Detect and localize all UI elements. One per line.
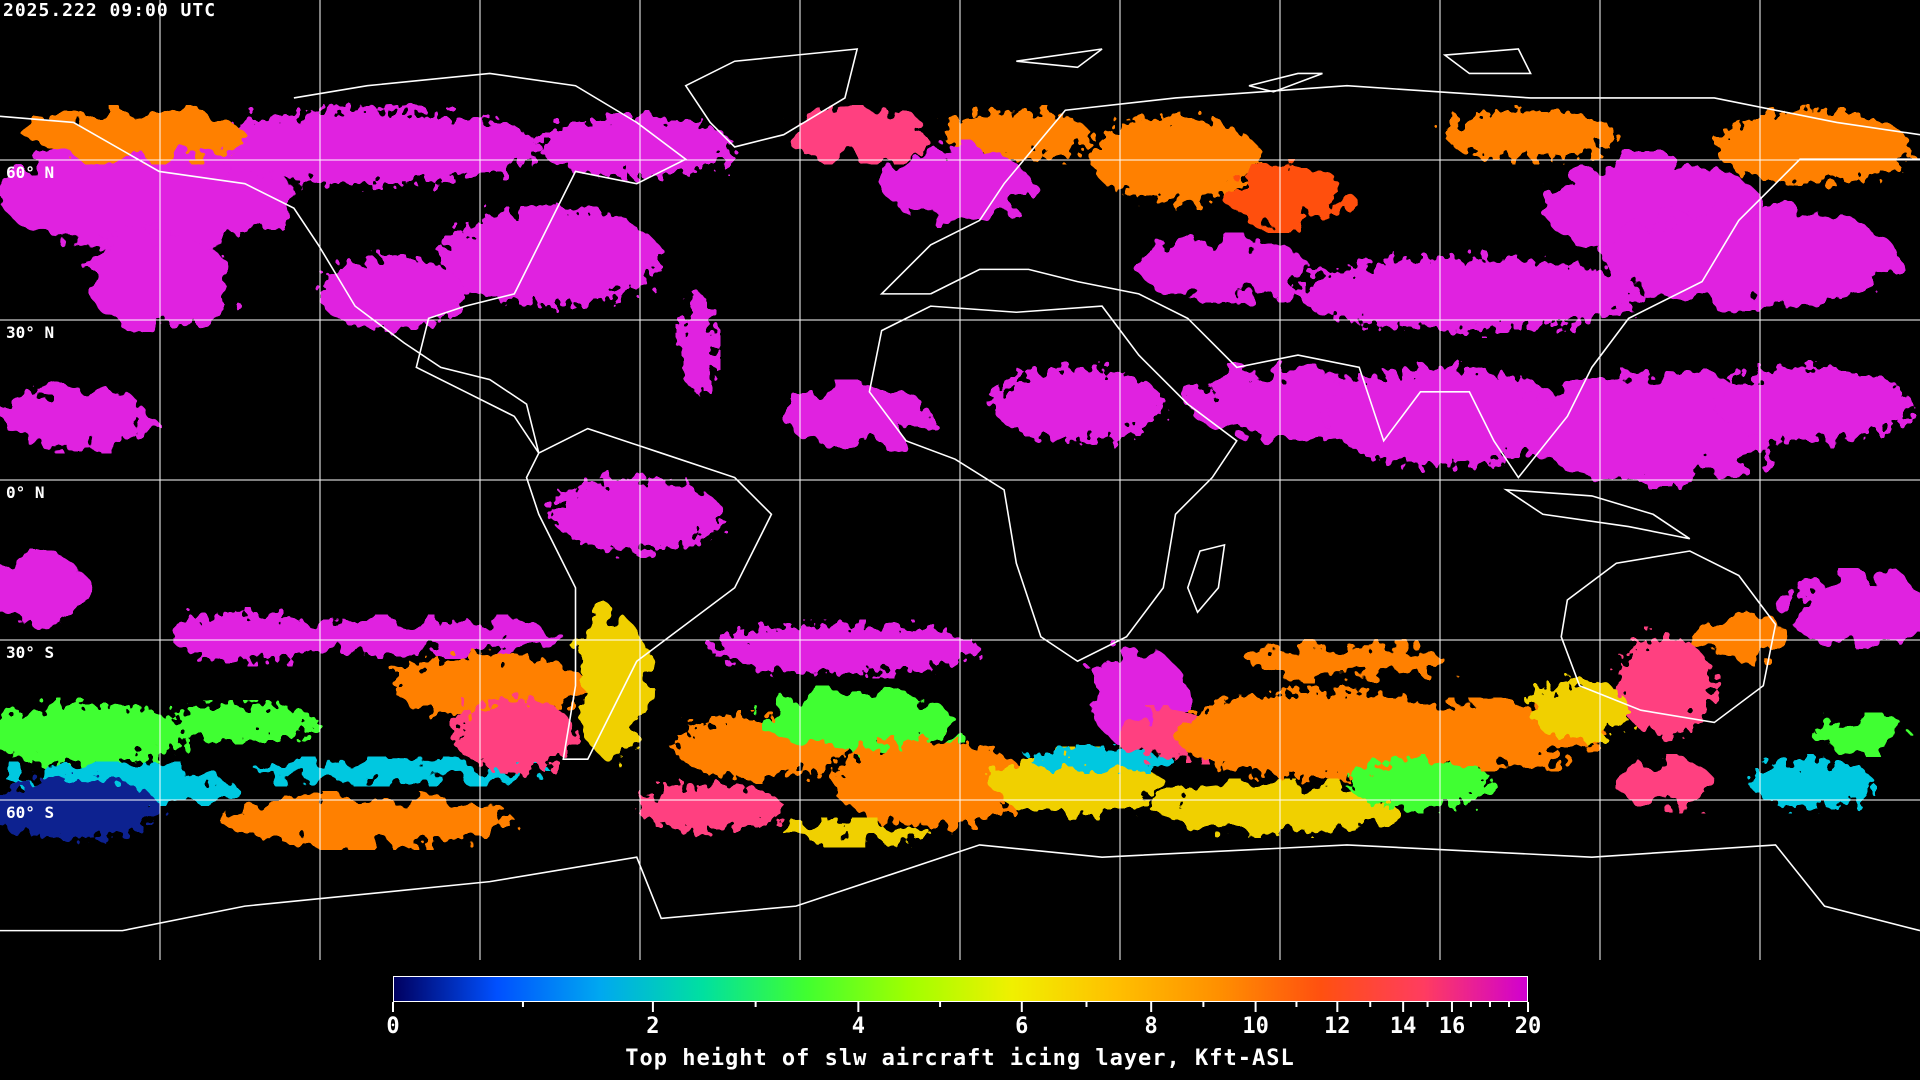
- icing-cloud-region: [171, 704, 319, 741]
- colorbar-tick-label: 0: [386, 1014, 400, 1039]
- lat-label-60n: 60° N: [6, 163, 55, 182]
- coastline: [0, 72, 773, 760]
- icing-layer: [0, 110, 1920, 845]
- icing-cloud-region: [1751, 759, 1874, 809]
- icing-cloud-region: [440, 208, 662, 307]
- icing-cloud-region: [171, 612, 319, 662]
- icing-cloud-region: [636, 783, 784, 833]
- icing-cloud-region: [220, 795, 515, 845]
- icing-cloud-region: [0, 704, 184, 766]
- icing-cloud-region: [759, 691, 956, 754]
- coastline: [1016, 48, 1532, 93]
- icing-cloud-region: [832, 740, 1029, 827]
- colorbar-tick-label: 20: [1514, 1014, 1542, 1039]
- icing-cloud-region: [24, 110, 245, 160]
- coastline: [0, 844, 1920, 932]
- icing-cloud-region: [1224, 165, 1347, 227]
- icing-cloud-region: [538, 116, 735, 178]
- colorbar: [393, 976, 1528, 1002]
- icing-cloud-region: [0, 777, 160, 839]
- colorbar-tick-label: 2: [646, 1014, 660, 1039]
- icing-cloud-region: [1616, 759, 1715, 809]
- colorbar-tick-label: 4: [851, 1014, 865, 1039]
- icing-cloud-region: [1248, 642, 1445, 680]
- icing-cloud-region: [1714, 367, 1911, 441]
- icing-cloud-region: [991, 367, 1164, 441]
- icing-cloud-region: [453, 697, 576, 772]
- icing-cloud-region: [679, 293, 717, 392]
- coastline: [684, 48, 859, 148]
- icing-cloud-region: [0, 551, 86, 625]
- coastline: [1186, 543, 1226, 614]
- icing-map: [0, 0, 1920, 960]
- icing-cloud-region: [1346, 759, 1494, 809]
- coastline: [868, 305, 1238, 663]
- icing-cloud-region: [1444, 110, 1617, 160]
- icing-cloud-region: [1689, 612, 1788, 662]
- icing-cloud-region: [1138, 238, 1311, 301]
- icing-cloud-region: [783, 385, 931, 447]
- colorbar-title: Top height of slw aircraft icing layer, …: [625, 1046, 1295, 1071]
- icing-cloud-region: [257, 759, 552, 784]
- icing-cloud-region: [783, 110, 931, 160]
- colorbar-tick-label: 14: [1389, 1014, 1417, 1039]
- colorbar-tick-label: 12: [1324, 1014, 1351, 1039]
- icing-cloud-region: [195, 110, 539, 184]
- icing-cloud-region: [575, 612, 649, 760]
- icing-cloud-region: [1151, 783, 1396, 833]
- icing-cloud-region: [1297, 257, 1641, 331]
- icing-cloud-region: [710, 624, 980, 674]
- icing-cloud-region: [1089, 116, 1262, 203]
- colorbar-tick-label: 10: [1242, 1014, 1269, 1039]
- colorbar-tick-label: 16: [1438, 1014, 1466, 1039]
- icing-cloud-region: [881, 146, 1029, 221]
- icing-cloud-region: [783, 820, 931, 845]
- lat-label-30s: 30° S: [6, 643, 55, 662]
- icing-cloud-region: [1787, 575, 1920, 649]
- icing-cloud-region: [293, 618, 564, 656]
- graticule: [0, 0, 1920, 960]
- icing-cloud-region: [85, 232, 233, 331]
- icing-cloud-region: [318, 257, 466, 331]
- icing-cloud-region: [391, 655, 588, 717]
- icing-cloud-region: [1530, 679, 1629, 741]
- lat-label-0n: 0° N: [6, 483, 45, 502]
- icing-cloud-region: [1604, 208, 1898, 307]
- lat-label-30n: 30° N: [6, 323, 55, 342]
- icing-cloud-region: [551, 477, 723, 552]
- icing-cloud-region: [1175, 691, 1470, 778]
- icing-cloud-region: [1714, 110, 1911, 184]
- icing-cloud-region: [0, 385, 147, 447]
- icing-cloud-region: [942, 110, 1090, 160]
- icing-cloud-region: [1812, 716, 1911, 754]
- colorbar-tick-label: 6: [1015, 1014, 1029, 1039]
- lat-label-60s: 60° S: [6, 803, 55, 822]
- coastline: [1560, 550, 1777, 724]
- timestamp: 2025.222 09:00 UTC: [3, 0, 217, 21]
- icing-cloud-region: [0, 140, 294, 252]
- colorbar-tick-label: 8: [1144, 1014, 1158, 1039]
- coastline: [1503, 488, 1691, 540]
